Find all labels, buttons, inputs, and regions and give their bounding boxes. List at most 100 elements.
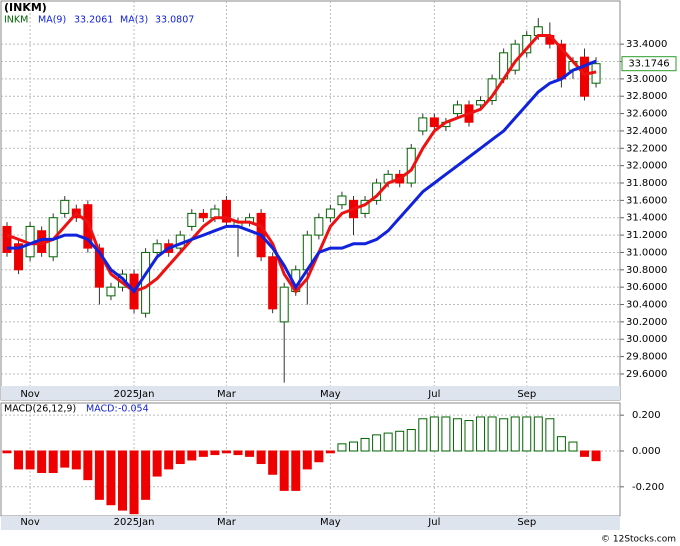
ma3-value: 33.0807 — [155, 15, 194, 26]
candle-body — [452, 104, 462, 115]
x-tick-label: Nov — [20, 389, 40, 400]
ma9-label: MA(9) — [38, 15, 66, 26]
macd-bar — [118, 450, 127, 511]
macd-bar — [487, 416, 497, 452]
candle-body — [580, 56, 589, 97]
y-tick-label: 30.2000 — [626, 317, 667, 328]
month-strip — [1, 386, 620, 400]
candle-body — [106, 286, 116, 297]
y-tick-label: 31.4000 — [626, 213, 667, 224]
y-tick-label: 31.2000 — [626, 230, 667, 241]
candle-body — [279, 286, 289, 323]
ma3-label: MA(3) — [120, 15, 148, 26]
last-price: 33.1746 — [628, 59, 669, 70]
candle-body — [268, 256, 278, 310]
x-tick-label: Sep — [517, 389, 536, 400]
candle-body — [418, 117, 428, 132]
price-box — [621, 56, 677, 72]
macd-bar — [429, 416, 439, 452]
y-tick-label: 32.0000 — [626, 161, 667, 172]
macd-bar — [221, 450, 231, 454]
macd-bar — [406, 429, 416, 452]
y-tick-label: 0.000 — [632, 446, 661, 457]
macd-bar — [279, 450, 289, 491]
macd-bar — [522, 416, 532, 452]
y-tick-label: 30.6000 — [626, 282, 667, 293]
month-strip — [1, 516, 620, 530]
x-tick-label: Mar — [217, 389, 237, 400]
y-tick-label: 32.8000 — [626, 91, 667, 102]
macd-bar — [568, 441, 578, 452]
symbol: INKM — [4, 15, 28, 26]
title: (INKM) — [4, 1, 47, 14]
candle-body — [2, 225, 12, 253]
y-tick-label: 32.2000 — [626, 143, 667, 154]
macd-bar — [464, 420, 474, 452]
macd-bar — [37, 450, 47, 473]
macd-bar — [268, 450, 278, 475]
macd-bar — [372, 434, 382, 452]
macd-bar — [418, 418, 428, 452]
macd-bar — [141, 450, 151, 500]
macd-bar — [198, 450, 208, 457]
candle-body — [14, 243, 24, 271]
candle-body — [314, 217, 324, 236]
candle-body — [337, 195, 347, 206]
macd-bar — [533, 416, 543, 452]
macd-bar — [106, 450, 116, 506]
macd-bar — [2, 450, 12, 454]
candle-body — [325, 208, 335, 219]
candle-body — [83, 204, 93, 249]
y-tick-label: 32.6000 — [626, 109, 667, 120]
macd-bar — [129, 450, 139, 515]
y-tick-label: 31.0000 — [626, 247, 667, 258]
macd-bar — [60, 450, 70, 468]
ma-line — [7, 59, 597, 294]
x-tick-label: Jul — [427, 389, 440, 400]
macd-bar — [349, 441, 358, 452]
macd-bar — [476, 416, 486, 452]
macd-bar — [545, 418, 555, 452]
x-tick-label: 2025Jan — [114, 389, 155, 400]
macd-bar — [233, 450, 243, 456]
macd-bar — [383, 432, 393, 452]
macd-bar — [71, 450, 81, 470]
y-tick-label: -0.200 — [632, 482, 664, 493]
candle-body — [141, 251, 151, 314]
y-tick-label: 30.4000 — [626, 300, 667, 311]
macd-bar — [325, 450, 335, 454]
y-tick-label: 31.8000 — [626, 178, 667, 189]
macd-bar — [580, 450, 589, 457]
macd-label: MACD(26,12,9) — [4, 404, 76, 415]
macd-bar — [395, 430, 405, 452]
y-tick-label: 33.0000 — [626, 74, 667, 85]
candle-body — [60, 199, 70, 214]
macd-bar — [302, 450, 312, 470]
y-tick-label: 29.8000 — [626, 352, 667, 363]
candle-body — [187, 212, 197, 227]
y-tick-label: 29.6000 — [626, 369, 667, 380]
macd-value: -0.054 — [118, 404, 149, 415]
candle-body — [152, 243, 162, 253]
x-tick-label: Jul — [427, 517, 440, 528]
macd-bar — [14, 450, 24, 470]
candle-body — [221, 199, 231, 223]
macd-bar — [337, 443, 347, 452]
footer: © 12Stocks.com — [601, 535, 676, 545]
candle-body — [94, 247, 104, 288]
macd-bar — [360, 437, 370, 452]
x-tick-label: Nov — [20, 517, 40, 528]
macd-bar — [314, 450, 324, 463]
y-tick-label: 30.8000 — [626, 265, 667, 276]
macd-bar — [94, 450, 104, 500]
x-tick-label: Sep — [517, 517, 536, 528]
macd-bar — [164, 450, 174, 470]
macd-bar — [510, 416, 520, 452]
y-tick-label: 30.0000 — [626, 334, 667, 345]
macd-bar — [25, 450, 35, 470]
macd-bar — [245, 450, 255, 457]
macd-bar — [187, 450, 197, 461]
macd-bar — [452, 418, 462, 452]
ma9-value: 33.2061 — [74, 15, 113, 26]
